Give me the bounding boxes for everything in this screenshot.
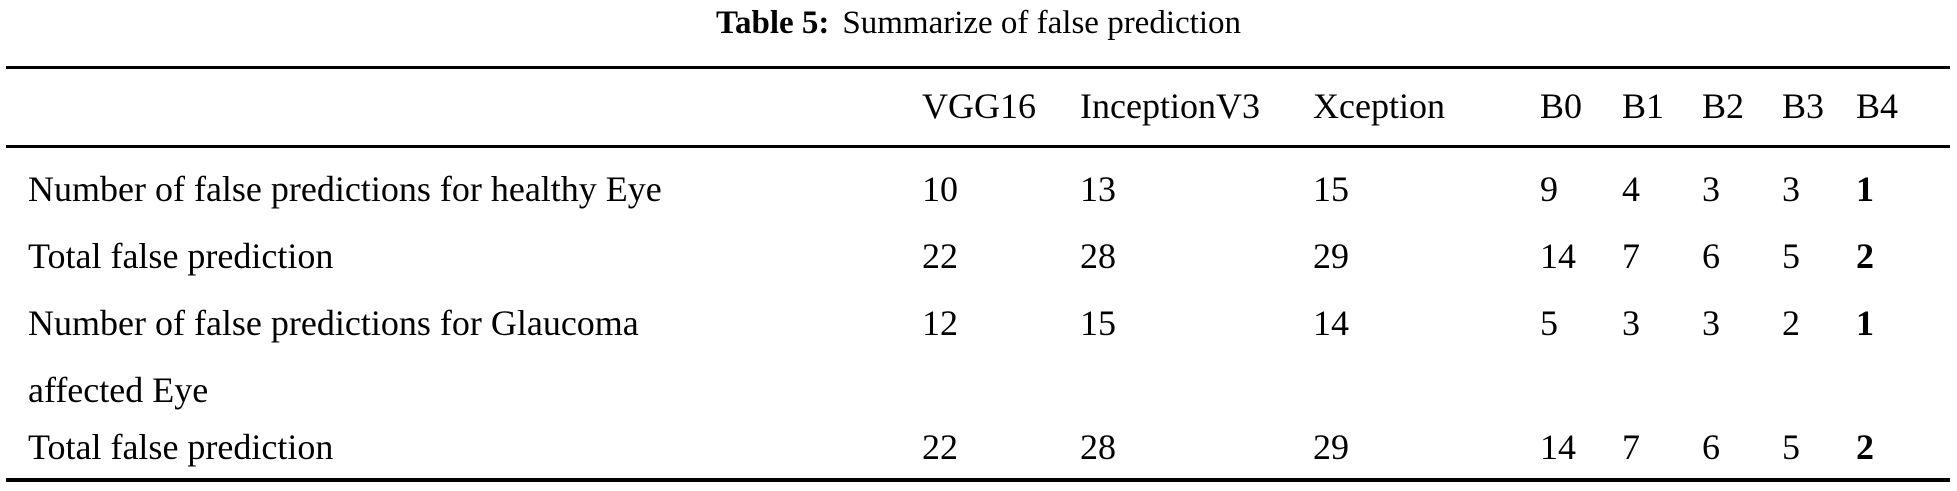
row-label-line: Number of false predictions for Glaucoma bbox=[28, 303, 639, 343]
column-header-inceptionv3: InceptionV3 bbox=[1080, 86, 1260, 126]
cell-r1-inceptionv3: 13 bbox=[1080, 169, 1116, 209]
cell-r2-vgg16: 22 bbox=[922, 236, 958, 276]
cell-r1-vgg16: 10 bbox=[922, 169, 958, 209]
row-label-total-2: Total false prediction bbox=[28, 414, 922, 481]
column-header-b0: B0 bbox=[1540, 86, 1583, 126]
cell-r2-b2: 6 bbox=[1702, 236, 1720, 276]
cell-r4-b2: 6 bbox=[1702, 427, 1720, 467]
column-header-b1: B1 bbox=[1622, 86, 1665, 126]
row-label-glaucoma-eye: Number of false predictions for Glaucoma… bbox=[28, 290, 922, 424]
cell-r4-xception: 29 bbox=[1313, 427, 1349, 467]
cell-r4-b1: 7 bbox=[1622, 427, 1640, 467]
row-label-line: Number of false predictions for healthy … bbox=[28, 169, 662, 209]
cell-r2-inceptionv3: 28 bbox=[1080, 236, 1116, 276]
false-prediction-table: VGG16 InceptionV3 Xception B0 B1 B2 B3 B… bbox=[28, 66, 1928, 474]
column-header-vgg16: VGG16 bbox=[922, 86, 1036, 126]
row-label-line: Total false prediction bbox=[28, 236, 334, 276]
column-header-xception: Xception bbox=[1313, 86, 1445, 126]
table-rule-header bbox=[6, 145, 1950, 148]
cell-r1-b1: 4 bbox=[1622, 169, 1640, 209]
cell-r4-b0: 14 bbox=[1540, 427, 1576, 467]
cell-r2-b3: 5 bbox=[1782, 236, 1800, 276]
cell-r1-b0: 9 bbox=[1540, 169, 1558, 209]
column-header-b3: B3 bbox=[1782, 86, 1825, 126]
cell-r1-xception: 15 bbox=[1313, 169, 1349, 209]
cell-r1-b2: 3 bbox=[1702, 169, 1720, 209]
row-label-line: Total false prediction bbox=[28, 427, 334, 467]
cell-r3-vgg16: 12 bbox=[922, 303, 958, 343]
cell-r3-b1: 3 bbox=[1622, 303, 1640, 343]
cell-r4-b3: 5 bbox=[1782, 427, 1800, 467]
row-label-healthy-eye: Number of false predictions for healthy … bbox=[28, 156, 922, 223]
table-rule-top bbox=[6, 66, 1950, 69]
column-header-b2: B2 bbox=[1702, 86, 1745, 126]
column-header-b4: B4 bbox=[1856, 86, 1899, 126]
cell-r3-b4: 1 bbox=[1856, 303, 1874, 343]
table-caption-number: Table 5: bbox=[715, 5, 830, 41]
table-rule-bottom bbox=[6, 478, 1950, 482]
cell-r3-b2: 3 bbox=[1702, 303, 1720, 343]
cell-r4-vgg16: 22 bbox=[922, 427, 958, 467]
cell-r2-b0: 14 bbox=[1540, 236, 1576, 276]
row-label-total-1: Total false prediction bbox=[28, 223, 922, 290]
cell-r2-b1: 7 bbox=[1622, 236, 1640, 276]
row-label-line: affected Eye bbox=[28, 370, 209, 410]
table-caption: Table 5: Summarize of false prediction bbox=[0, 1, 1957, 45]
cell-r3-xception: 14 bbox=[1313, 303, 1349, 343]
cell-r3-b3: 2 bbox=[1782, 303, 1800, 343]
cell-r2-xception: 29 bbox=[1313, 236, 1349, 276]
cell-r3-b0: 5 bbox=[1540, 303, 1558, 343]
table-caption-text: Summarize of false prediction bbox=[842, 5, 1241, 41]
cell-r4-b4: 2 bbox=[1856, 427, 1874, 467]
cell-r4-inceptionv3: 28 bbox=[1080, 427, 1116, 467]
cell-r1-b4: 1 bbox=[1856, 169, 1874, 209]
cell-r3-inceptionv3: 15 bbox=[1080, 303, 1116, 343]
cell-r2-b4: 2 bbox=[1856, 236, 1874, 276]
cell-r1-b3: 3 bbox=[1782, 169, 1800, 209]
